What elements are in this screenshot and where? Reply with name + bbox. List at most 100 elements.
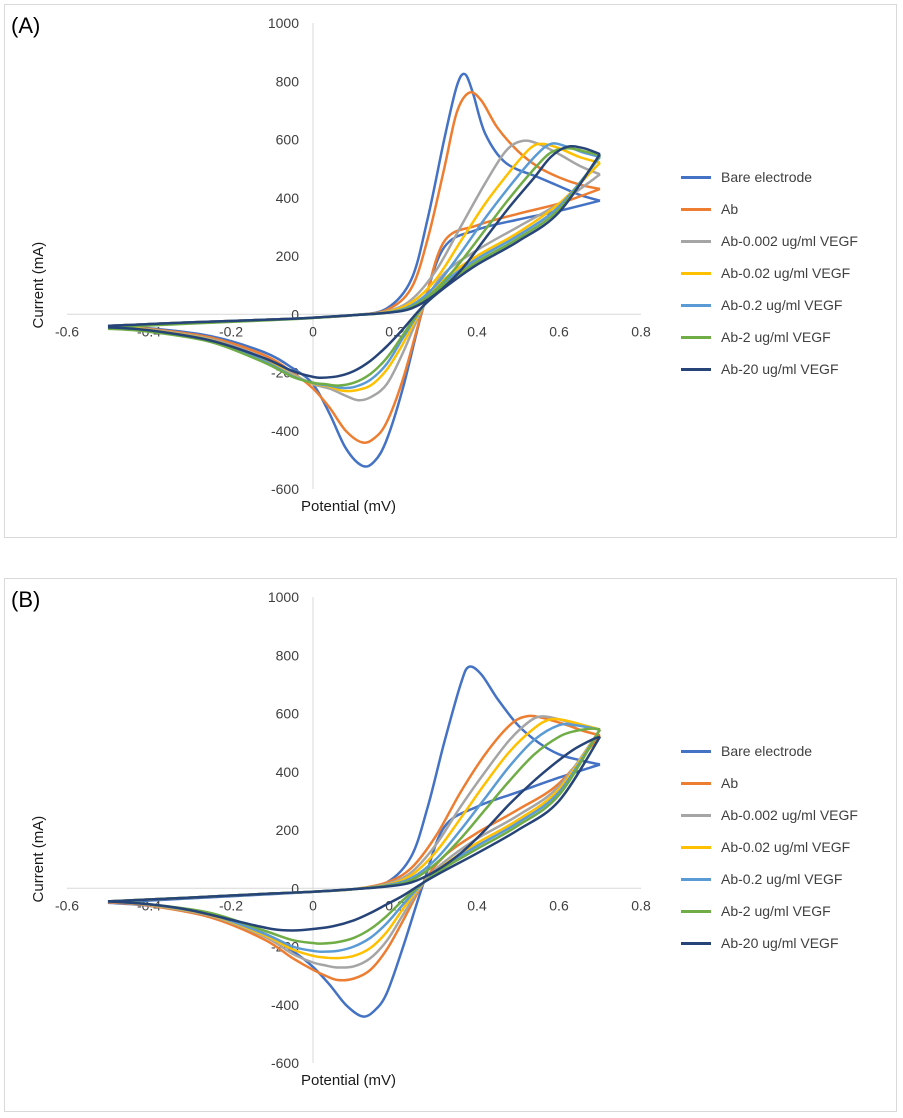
- cv-plot-b: -0.6 -0.4 -0.2 0 0.2 0.4 0.6 0.8-600-400-200020…: [30, 589, 651, 1089]
- x-tick-label: 0.8: [631, 323, 651, 339]
- series-bare-electrode-forward-scan: [107, 665, 601, 905]
- legend-item: Bare electrode: [681, 161, 891, 193]
- y-tick-label: -600: [271, 1055, 299, 1071]
- legend-label: Ab-2 ug/ml VEGF: [721, 903, 831, 919]
- series-ab-20-ug-ml-vegf-forward-scan: [107, 735, 601, 903]
- y-tick-label: 200: [276, 822, 300, 838]
- x-tick-label: 0.4: [467, 323, 487, 339]
- legend-swatch: [681, 813, 711, 817]
- x-tick-label: 0.6: [549, 897, 569, 913]
- y-axis-title: Current (mA): [30, 816, 47, 903]
- y-tick-label: 200: [276, 248, 300, 264]
- series-ab-2-ug-ml-vegf-reverse-scan: [107, 728, 602, 945]
- legend-swatch: [681, 781, 711, 785]
- y-tick-label: 1000: [268, 589, 299, 605]
- legend-swatch: [681, 271, 711, 275]
- series-ab-2-ug-ml-vegf-reverse-scan: [107, 154, 601, 387]
- legend-label: Bare electrode: [721, 743, 813, 759]
- x-tick-label: 0.8: [631, 897, 651, 913]
- series-ab-0-002-ug-ml-vegf-reverse-scan: [107, 728, 602, 969]
- x-axis-title: Potential (mV): [301, 498, 396, 515]
- legend-label: Ab-0.002 ug/ml VEGF: [721, 807, 858, 823]
- series-ab-forward-scan: [107, 714, 601, 903]
- legend-swatch: [681, 303, 711, 307]
- x-tick-label: 0.6: [549, 323, 569, 339]
- legend-label: Bare electrode: [721, 169, 813, 185]
- series-ab-0-002-ug-ml-vegf-reverse-scan: [107, 173, 601, 402]
- series-ab-0-002-ug-ml-vegf-forward-scan: [107, 715, 601, 903]
- series-ab-0-2-ug-ml-vegf-reverse-scan: [107, 728, 602, 953]
- y-tick-label: 400: [276, 764, 300, 780]
- legend-swatch: [681, 175, 711, 179]
- y-tick-label: 800: [276, 73, 300, 89]
- x-tick-label: -0.2: [219, 897, 243, 913]
- legend-item: Ab-0.02 ug/ml VEGF: [681, 257, 891, 289]
- legend-label: Ab-0.02 ug/ml VEGF: [721, 839, 851, 855]
- x-tick-label: 0.4: [467, 897, 487, 913]
- legend-swatch: [681, 239, 711, 243]
- y-tick-label: 1000: [268, 15, 299, 31]
- x-axis-title: Potential (mV): [301, 1072, 396, 1089]
- y-tick-label: 0: [291, 880, 299, 896]
- legend-item: Ab-0.002 ug/ml VEGF: [681, 799, 891, 831]
- legend-label: Ab-20 ug/ml VEGF: [721, 935, 839, 951]
- series-ab-reverse-scan: [107, 187, 601, 444]
- series-ab-0-02-ug-ml-vegf-reverse-scan: [107, 728, 602, 960]
- y-tick-label: 600: [276, 706, 300, 722]
- legend-item: Ab-20 ug/ml VEGF: [681, 353, 891, 385]
- legend-item: Ab-0.2 ug/ml VEGF: [681, 863, 891, 895]
- series-bare-electrode-forward-scan: [107, 72, 601, 328]
- legend-swatch: [681, 909, 711, 913]
- y-tick-label: 600: [276, 132, 300, 148]
- y-tick-label: 400: [276, 190, 300, 206]
- legend-item: Ab: [681, 767, 891, 799]
- y-tick-label: 800: [276, 647, 300, 663]
- y-tick-label: -400: [271, 423, 299, 439]
- legend-item: Ab-0.2 ug/ml VEGF: [681, 289, 891, 321]
- legend: Bare electrode Ab Ab-0.002 ug/ml VEGF Ab-0.…: [681, 735, 891, 959]
- legend-label: Ab-0.02 ug/ml VEGF: [721, 265, 851, 281]
- y-axis-title: Current (mA): [30, 242, 47, 329]
- legend: Bare electrode Ab Ab-0.002 ug/ml VEGF Ab-0.…: [681, 161, 891, 385]
- y-tick-label: 0: [291, 306, 299, 322]
- y-tick-label: -600: [271, 481, 299, 497]
- legend-swatch: [681, 941, 711, 945]
- legend-label: Ab: [721, 775, 739, 791]
- x-tick-label: -0.6: [55, 323, 79, 339]
- series-ab-0-02-ug-ml-vegf-reverse-scan: [107, 161, 601, 393]
- series-ab-20-ug-ml-vegf-reverse-scan: [107, 153, 602, 380]
- series-ab-reverse-scan: [107, 734, 601, 982]
- legend-swatch: [681, 335, 711, 339]
- legend-label: Ab: [721, 201, 739, 217]
- legend-item: Ab-0.02 ug/ml VEGF: [681, 831, 891, 863]
- legend-swatch: [681, 367, 711, 371]
- panel-label: (B): [11, 587, 41, 612]
- series-ab-0-2-ug-ml-vegf-forward-scan: [107, 722, 601, 903]
- y-tick-label: -400: [271, 997, 299, 1013]
- series-ab-forward-scan: [107, 91, 601, 328]
- legend-label: Ab-0.2 ug/ml VEGF: [721, 297, 843, 313]
- legend-swatch: [681, 877, 711, 881]
- legend-label: Ab-20 ug/ml VEGF: [721, 361, 839, 377]
- cv-plot-a: -0.6 -0.4 -0.2 0 0.2 0.4 0.6 0.8-600-400-200020…: [30, 15, 651, 515]
- x-tick-label: 0.2: [385, 323, 405, 339]
- chart-panel-a: (A) -0.6 -0.4 -0.2 0 0.2 0.4 0.6 0.8 -600 -400 -20…: [4, 4, 897, 538]
- legend-item: Ab: [681, 193, 891, 225]
- x-tick-label: 0: [309, 897, 317, 913]
- legend-swatch: [681, 845, 711, 849]
- legend-item: Ab-2 ug/ml VEGF: [681, 321, 891, 353]
- legend-label: Ab-2 ug/ml VEGF: [721, 329, 831, 345]
- legend-item: Bare electrode: [681, 735, 891, 767]
- panel-label: (A): [11, 13, 41, 38]
- legend-item: Ab-20 ug/ml VEGF: [681, 927, 891, 959]
- legend-item: Ab-2 ug/ml VEGF: [681, 895, 891, 927]
- x-tick-label: -0.2: [219, 323, 243, 339]
- legend-label: Ab-0.002 ug/ml VEGF: [721, 233, 858, 249]
- legend-item: Ab-0.002 ug/ml VEGF: [681, 225, 891, 257]
- series-ab-0-2-ug-ml-vegf-reverse-scan: [107, 156, 601, 390]
- legend-swatch: [681, 749, 711, 753]
- legend-swatch: [681, 207, 711, 211]
- x-tick-label: 0: [309, 323, 317, 339]
- series-ab-20-ug-ml-vegf-reverse-scan: [107, 736, 602, 932]
- x-tick-label: -0.6: [55, 897, 79, 913]
